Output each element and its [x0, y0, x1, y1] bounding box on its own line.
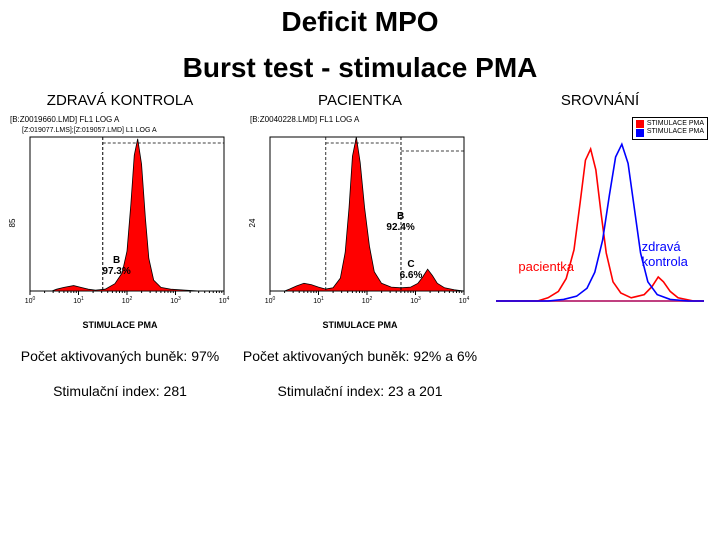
svg-text:103: 103: [410, 296, 421, 305]
legend-comparison: STIMULACE PMA STIMULACE PMA: [632, 117, 708, 140]
overlay-label-patient: pacientka: [518, 259, 574, 274]
control-count-text: Počet aktivovaných buněk: 97%: [21, 348, 219, 365]
plot-patient-xlabel: STIMULACE PMA: [250, 320, 470, 330]
gate-label-b-patient: B92.4%: [386, 211, 414, 233]
column-comparison: SROVNÁNÍ STIMULACE PMA STIMULACE PMA pac…: [480, 92, 720, 399]
plot-control: [B:Z0019660.LMD] FL1 LOG A 85 1001011021…: [10, 115, 230, 330]
legend-label-1: STIMULACE PMA: [647, 120, 704, 128]
column-control: ZDRAVÁ KONTROLA [B:Z0019660.LMD] FL1 LOG…: [0, 92, 240, 399]
plot-patient-filetitle: [B:Z0040228.LMD] FL1 LOG A: [250, 115, 359, 124]
plot-control-xlabel: STIMULACE PMA: [10, 320, 230, 330]
page-title-2: Burst test - stimulace PMA: [0, 38, 720, 92]
legend-swatch-1: [636, 120, 644, 128]
plot-comparison: STIMULACE PMA STIMULACE PMA pacientka zd…: [490, 115, 710, 330]
svg-text:101: 101: [313, 296, 324, 305]
legend-row-2: STIMULACE PMA: [636, 128, 704, 136]
patient-count-text: Počet aktivovaných buněk: 92% a 6%: [243, 348, 477, 365]
svg-text:100: 100: [25, 296, 36, 305]
plot-patient-ylabel: 24: [248, 218, 257, 227]
header-patient: PACIENTKA: [318, 92, 402, 109]
columns-row: ZDRAVÁ KONTROLA [B:Z0019660.LMD] FL1 LOG…: [0, 92, 720, 399]
legend-row-1: STIMULACE PMA: [636, 120, 704, 128]
gate-label-b-control: B97.3%: [102, 255, 130, 277]
svg-text:100: 100: [265, 296, 276, 305]
overlay-label-control: zdravá kontrola: [642, 239, 710, 269]
plot-control-filetitle: [B:Z0019660.LMD] FL1 LOG A: [10, 115, 119, 124]
patient-index-text: Stimulační index: 23 a 201: [278, 383, 443, 399]
legend-label-2: STIMULACE PMA: [647, 128, 704, 136]
svg-text:104: 104: [219, 296, 230, 305]
plot-patient-svg: 100 101 102 103 104: [250, 115, 470, 315]
svg-text:102: 102: [362, 296, 373, 305]
header-comparison: SROVNÁNÍ: [561, 92, 639, 109]
plot-control-ylabel: 85: [8, 218, 17, 227]
svg-text:101: 101: [73, 296, 84, 305]
gate-label-c-patient: C6.6%: [400, 259, 423, 281]
page-title-1: Deficit MPO: [0, 0, 720, 38]
svg-text:104: 104: [459, 296, 470, 305]
svg-text:102: 102: [122, 296, 133, 305]
plot-comparison-svg: [490, 115, 710, 315]
header-control: ZDRAVÁ KONTROLA: [47, 92, 193, 109]
column-patient: PACIENTKA [B:Z0040228.LMD] FL1 LOG A 24 …: [240, 92, 480, 399]
plot-patient: [B:Z0040228.LMD] FL1 LOG A 24 1001011021…: [250, 115, 470, 330]
plot-control-source: [Z:019077.LMS];[Z:019057.LMD] L1 LOG A: [22, 127, 157, 134]
control-index-text: Stimulační index: 281: [53, 383, 187, 399]
svg-text:103: 103: [170, 296, 181, 305]
plot-control-svg: 100 101 102 103 104: [10, 115, 230, 315]
legend-swatch-2: [636, 129, 644, 137]
